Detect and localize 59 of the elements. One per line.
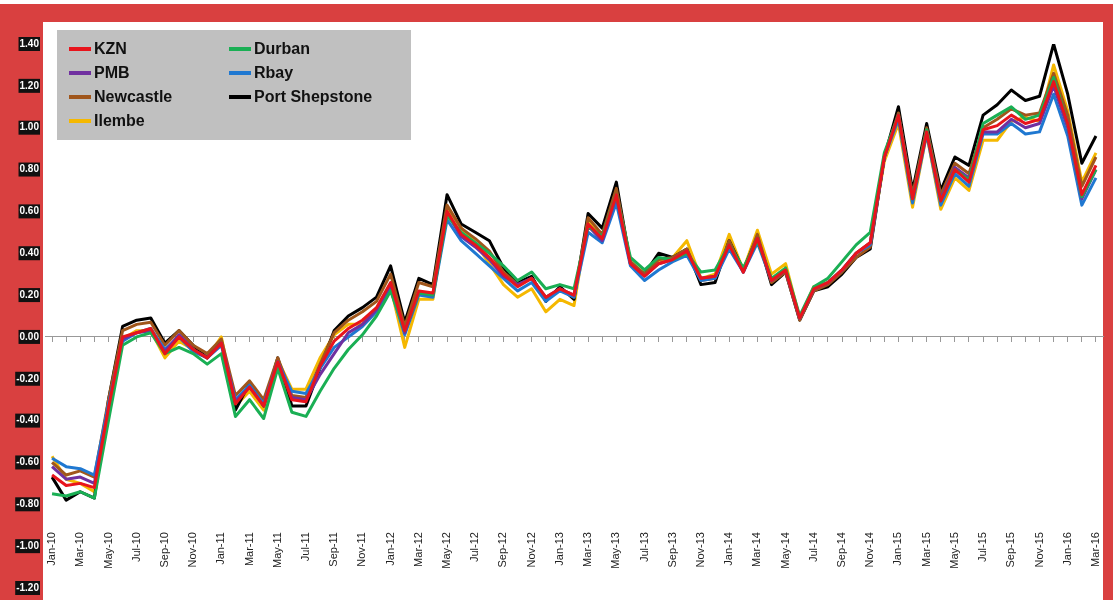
legend-label: Ilembe	[94, 112, 145, 130]
x-tick-label: Mar-12	[411, 532, 424, 567]
x-tick-label: Jan-13	[552, 532, 565, 566]
x-tick-label: May-11	[270, 532, 283, 568]
x-tick-label: May-12	[440, 532, 453, 569]
x-tick-label: Mar-13	[581, 532, 594, 567]
y-tick-label: 1.40	[19, 37, 40, 49]
legend-label: Port Shepstone	[254, 88, 373, 106]
x-tick-label: Jan-10	[45, 532, 58, 566]
x-tick-label: Nov-15	[1032, 532, 1045, 568]
y-tick-label: -0.40	[16, 414, 40, 426]
x-tick-label: Jul-11	[299, 532, 311, 562]
legend-label: Rbay	[254, 64, 294, 82]
y-tick-label: 0.60	[19, 205, 40, 217]
x-tick-label: Mar-11	[242, 532, 255, 567]
x-tick-label: Mar-10	[73, 532, 86, 567]
x-tick-label: Sep-11	[327, 532, 340, 567]
x-tick-label: Jul-14	[806, 532, 819, 563]
x-tick-label: Nov-11	[355, 532, 368, 567]
y-tick-label: 1.20	[19, 79, 40, 91]
x-tick-label: Mar-16	[1088, 532, 1101, 567]
x-tick-label: Jan-15	[891, 532, 904, 566]
x-tick-label: Jan-14	[722, 532, 735, 566]
x-tick-label: May-10	[101, 532, 114, 569]
legend-label: Durban	[254, 40, 310, 58]
x-tick-label: Jul-12	[468, 532, 481, 563]
x-tick-label: Sep-14	[835, 532, 848, 568]
x-tick-label: Sep-10	[157, 532, 170, 568]
x-tick-label: Jul-13	[637, 532, 650, 563]
x-tick-label: Jan-12	[383, 532, 396, 566]
x-tick-label: Nov-14	[863, 532, 876, 568]
x-tick-label: Jan-16	[1060, 532, 1073, 566]
y-tick-label: -0.60	[16, 456, 40, 468]
x-tick-label: Jul-10	[129, 532, 142, 563]
x-tick-label: Sep-13	[665, 532, 678, 568]
y-tick-label: 0.20	[19, 288, 40, 300]
y-tick-label: 0.00	[19, 330, 40, 342]
legend-label: PMB	[94, 64, 130, 82]
y-tick-label: -0.20	[16, 372, 40, 384]
x-tick-label: Jan-11	[214, 532, 227, 565]
x-tick-label: Sep-15	[1004, 532, 1017, 568]
y-tick-label: -1.20	[16, 581, 40, 593]
x-tick-label: Sep-12	[496, 532, 509, 568]
x-tick-label: Nov-10	[186, 532, 199, 568]
x-tick-label: Nov-12	[524, 532, 537, 568]
x-tick-label: May-15	[947, 532, 960, 569]
y-tick-label: -0.80	[16, 498, 40, 510]
x-tick-label: Mar-15	[919, 532, 932, 567]
legend-label: KZN	[94, 40, 127, 58]
x-tick-label: Jul-15	[976, 532, 989, 563]
y-tick-label: 0.80	[19, 163, 40, 175]
y-tick-label: 0.40	[19, 246, 40, 258]
x-tick-label: May-13	[609, 532, 622, 569]
y-tick-label: -1.00	[16, 539, 40, 551]
x-tick-label: Mar-14	[750, 532, 763, 567]
legend-label: Newcastle	[94, 88, 173, 106]
x-tick-label: May-14	[778, 532, 791, 569]
y-tick-label: 1.00	[19, 121, 40, 133]
x-tick-label: Nov-13	[693, 532, 706, 568]
